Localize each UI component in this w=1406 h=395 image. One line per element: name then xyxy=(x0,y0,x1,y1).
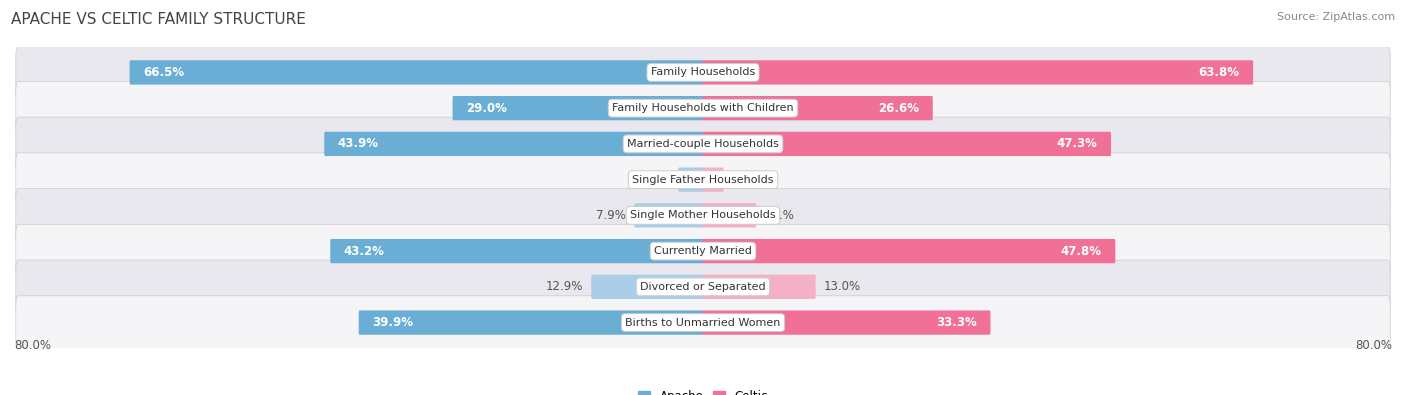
FancyBboxPatch shape xyxy=(15,188,1391,242)
Text: Divorced or Separated: Divorced or Separated xyxy=(640,282,766,292)
FancyBboxPatch shape xyxy=(703,167,724,192)
FancyBboxPatch shape xyxy=(703,239,1115,263)
Text: 47.3%: 47.3% xyxy=(1056,137,1098,150)
FancyBboxPatch shape xyxy=(359,310,703,335)
FancyBboxPatch shape xyxy=(15,153,1391,207)
Text: 2.3%: 2.3% xyxy=(731,173,761,186)
Text: 7.9%: 7.9% xyxy=(596,209,626,222)
Text: 80.0%: 80.0% xyxy=(1355,339,1392,352)
Text: 63.8%: 63.8% xyxy=(1198,66,1240,79)
FancyBboxPatch shape xyxy=(325,132,703,156)
FancyBboxPatch shape xyxy=(591,275,703,299)
Text: 12.9%: 12.9% xyxy=(546,280,583,293)
Text: 66.5%: 66.5% xyxy=(143,66,184,79)
FancyBboxPatch shape xyxy=(703,310,990,335)
FancyBboxPatch shape xyxy=(15,45,1391,99)
Text: 33.3%: 33.3% xyxy=(936,316,977,329)
FancyBboxPatch shape xyxy=(703,275,815,299)
FancyBboxPatch shape xyxy=(678,167,703,192)
FancyBboxPatch shape xyxy=(703,132,1111,156)
Text: Married-couple Households: Married-couple Households xyxy=(627,139,779,149)
Legend: Apache, Celtic: Apache, Celtic xyxy=(634,385,772,395)
Text: Currently Married: Currently Married xyxy=(654,246,752,256)
FancyBboxPatch shape xyxy=(15,117,1391,171)
FancyBboxPatch shape xyxy=(453,96,703,120)
Text: 6.1%: 6.1% xyxy=(763,209,794,222)
FancyBboxPatch shape xyxy=(634,203,703,228)
FancyBboxPatch shape xyxy=(15,260,1391,314)
FancyBboxPatch shape xyxy=(703,96,932,120)
Text: 43.9%: 43.9% xyxy=(337,137,378,150)
Text: Family Households with Children: Family Households with Children xyxy=(612,103,794,113)
Text: 39.9%: 39.9% xyxy=(373,316,413,329)
Text: 29.0%: 29.0% xyxy=(467,102,508,115)
FancyBboxPatch shape xyxy=(703,203,756,228)
Text: 80.0%: 80.0% xyxy=(14,339,51,352)
Text: Births to Unmarried Women: Births to Unmarried Women xyxy=(626,318,780,327)
Text: 47.8%: 47.8% xyxy=(1060,245,1102,258)
Text: Single Mother Households: Single Mother Households xyxy=(630,211,776,220)
Text: Source: ZipAtlas.com: Source: ZipAtlas.com xyxy=(1277,12,1395,22)
FancyBboxPatch shape xyxy=(703,60,1253,85)
FancyBboxPatch shape xyxy=(129,60,703,85)
Text: 13.0%: 13.0% xyxy=(824,280,860,293)
FancyBboxPatch shape xyxy=(330,239,703,263)
Text: Single Father Households: Single Father Households xyxy=(633,175,773,184)
Text: 2.8%: 2.8% xyxy=(641,173,671,186)
FancyBboxPatch shape xyxy=(15,81,1391,135)
Text: 43.2%: 43.2% xyxy=(344,245,385,258)
Text: Family Households: Family Households xyxy=(651,68,755,77)
Text: APACHE VS CELTIC FAMILY STRUCTURE: APACHE VS CELTIC FAMILY STRUCTURE xyxy=(11,12,307,27)
FancyBboxPatch shape xyxy=(15,224,1391,278)
FancyBboxPatch shape xyxy=(15,296,1391,350)
Text: 26.6%: 26.6% xyxy=(879,102,920,115)
